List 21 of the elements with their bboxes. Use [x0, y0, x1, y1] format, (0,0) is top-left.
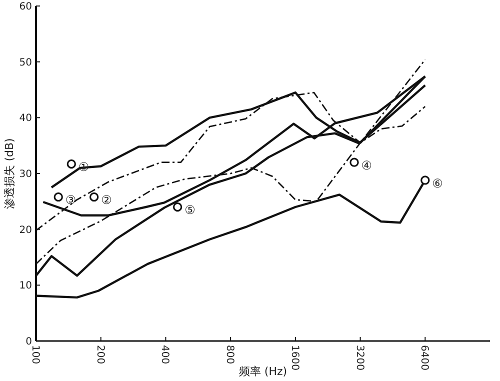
y-tick-label: 10 — [19, 280, 32, 292]
y-tick-label: 30 — [19, 169, 32, 180]
y-axis-title: 渗透损失 (dB) — [3, 138, 16, 209]
y-tick-label: 0 — [26, 336, 32, 348]
annotation: ③ — [65, 193, 76, 208]
annotation: ⑥ — [432, 176, 443, 190]
y-tick-label: 50 — [19, 57, 32, 68]
y-tick-label: 20 — [19, 224, 32, 236]
y-tick-label: 40 — [19, 113, 32, 124]
y-tick-label: 60 — [19, 2, 32, 12]
x-tick-label: 400 — [159, 345, 170, 364]
annotation: ④ — [361, 158, 372, 173]
x-tick-label: 200 — [94, 345, 106, 364]
x-tick-label: 6400 — [418, 345, 430, 370]
x-axis-title: 频率 (Hz) — [238, 365, 288, 378]
x-tick-label: 100 — [30, 345, 40, 364]
x-tick-label: 1600 — [288, 345, 300, 370]
annotation: ⑤ — [184, 203, 196, 218]
x-tick-label: 3200 — [354, 345, 365, 370]
x-tick-label: 800 — [224, 345, 236, 364]
annotation: ② — [101, 193, 112, 208]
